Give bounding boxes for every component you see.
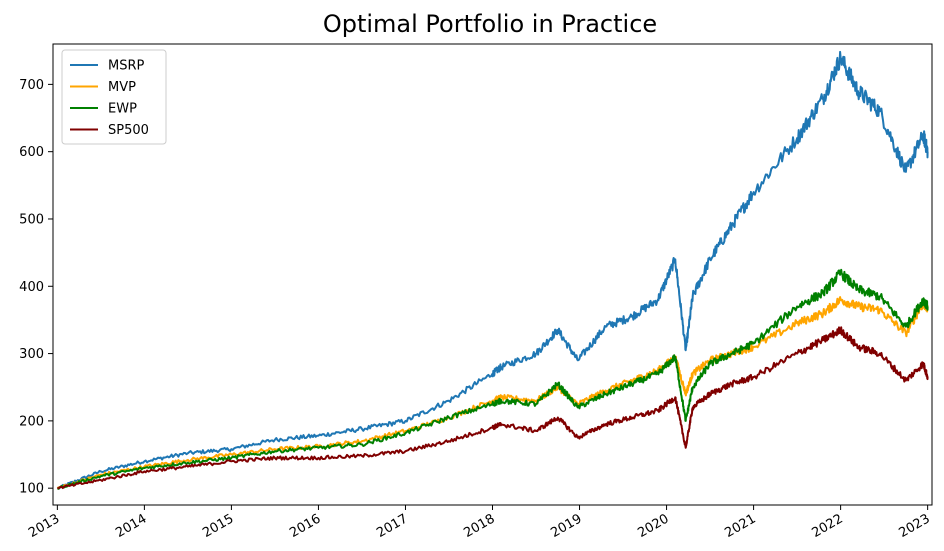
series-line-sp500: [57, 326, 929, 490]
chart-title: Optimal Portfolio in Practice: [323, 10, 657, 38]
legend-label: MSRP: [108, 59, 145, 74]
y-tick-label: 600: [19, 145, 44, 160]
y-tick-label: 700: [19, 78, 44, 93]
legend: MSRP MVP EWP SP500: [61, 49, 167, 145]
x-tick-label: 2020: [635, 511, 671, 541]
x-tick-label: 2022: [809, 511, 845, 541]
x-tick-label: 2016: [287, 511, 323, 541]
plot-frame: [52, 43, 933, 506]
y-tick-label: 500: [19, 212, 44, 227]
y-tick-label: 400: [19, 280, 44, 295]
series-line-ewp: [56, 268, 929, 490]
x-tick-label: 2019: [548, 511, 584, 541]
y-tick-label: 100: [19, 482, 44, 497]
x-tick-label: 2014: [113, 511, 149, 541]
x-tick-label: 2018: [461, 511, 497, 541]
x-tick-label: 2015: [200, 511, 236, 541]
legend-box: [61, 49, 167, 145]
series-group: [56, 50, 929, 490]
x-tick-label: 2023: [896, 511, 932, 541]
legend-label: SP500: [108, 123, 149, 138]
legend-label: EWP: [108, 102, 137, 117]
y-tick-label: 300: [19, 347, 44, 362]
plot-area: [52, 43, 933, 506]
x-tick-label: 2017: [374, 511, 410, 541]
y-tick-label: 200: [19, 414, 44, 429]
x-tick-label: 2013: [26, 511, 62, 541]
legend-label: MVP: [108, 80, 136, 95]
series-line-msrp: [56, 50, 929, 490]
x-tick-label: 2021: [722, 511, 758, 541]
